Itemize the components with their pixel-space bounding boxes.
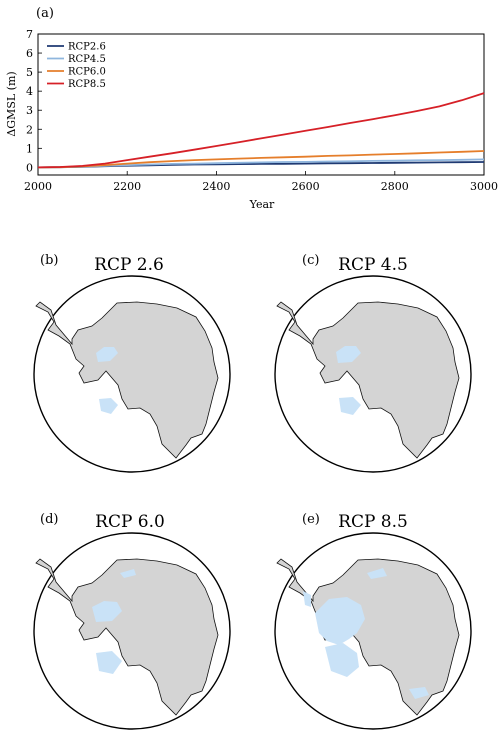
- y-axis-label: ΔGMSL (m): [5, 71, 18, 136]
- x-tick-label: 3000: [470, 180, 498, 193]
- gmsl-line-chart: (a) 0 1 2 3 4 5 6 7 2000 2200 2400 2600 2800 3000 Ye…: [5, 6, 498, 211]
- map-panel-rcp85: (e) RCP 8.5: [274, 512, 472, 730]
- y-tick-label: 3: [26, 104, 33, 117]
- x-axis-label: Year: [249, 198, 275, 211]
- y-tick-label: 2: [26, 123, 33, 136]
- legend-label: RCP2.6: [68, 42, 106, 53]
- ice-loss-region: [367, 568, 387, 579]
- antarctica-map: [276, 301, 460, 459]
- panel-c-label: (c): [302, 253, 319, 268]
- plot-frame: [37, 33, 485, 176]
- legend-label: RCP4.5: [68, 54, 106, 65]
- series-line-rcp85: [37, 92, 485, 169]
- legend-label: RCP8.5: [68, 79, 106, 90]
- panel-e-label: (e): [302, 512, 320, 527]
- x-tick-label: 2200: [113, 180, 141, 193]
- panel-d-title: RCP 6.0: [95, 512, 165, 532]
- panel-a-label: (a): [36, 6, 54, 21]
- y-tick-label: 5: [26, 66, 33, 79]
- antarctica-map: [35, 301, 219, 459]
- panel-e-title: RCP 8.5: [338, 512, 408, 532]
- legend-label: RCP6.0: [68, 67, 106, 78]
- antarctica-map: [276, 558, 460, 716]
- y-tick-label: 7: [26, 28, 33, 41]
- ice-loss-region: [96, 347, 118, 362]
- series-line-rcp45: [37, 158, 485, 169]
- ice-loss-region: [120, 569, 136, 578]
- x-tick-label: 2600: [292, 180, 320, 193]
- ice-loss-region: [303, 591, 311, 607]
- ice-loss-region: [99, 398, 118, 414]
- y-axis: 0 1 2 3 4 5 6 7: [26, 28, 42, 174]
- x-axis: 2000 2200 2400 2600 2800 3000: [24, 171, 498, 193]
- ice-loss-region: [92, 601, 122, 622]
- series-lines: [37, 92, 485, 169]
- antarctica-map: [35, 558, 219, 716]
- y-tick-label: 4: [26, 85, 33, 98]
- map-panel-rcp45: (c) RCP 4.5: [274, 253, 472, 473]
- map-panel-rcp26: (b) RCP 2.6: [33, 253, 231, 473]
- x-tick-label: 2400: [202, 180, 230, 193]
- y-tick-label: 6: [26, 47, 33, 60]
- map-panel-rcp60: (d) RCP 6.0: [33, 512, 231, 730]
- panel-b-label: (b): [40, 253, 58, 268]
- ice-loss-region: [409, 687, 429, 699]
- ice-loss-region: [336, 346, 361, 363]
- y-tick-label: 0: [26, 161, 33, 174]
- panel-d-label: (d): [40, 512, 58, 527]
- ice-loss-region: [96, 651, 122, 674]
- x-tick-label: 2800: [381, 180, 409, 193]
- x-tick-label: 2000: [24, 180, 52, 193]
- ice-loss-region: [339, 397, 361, 415]
- ice-loss-region: [325, 643, 359, 677]
- y-tick-label: 1: [26, 142, 33, 155]
- panel-b-title: RCP 2.6: [94, 255, 164, 275]
- ice-loss-region: [315, 597, 365, 645]
- series-line-rcp60: [37, 150, 485, 169]
- panel-c-title: RCP 4.5: [338, 255, 408, 275]
